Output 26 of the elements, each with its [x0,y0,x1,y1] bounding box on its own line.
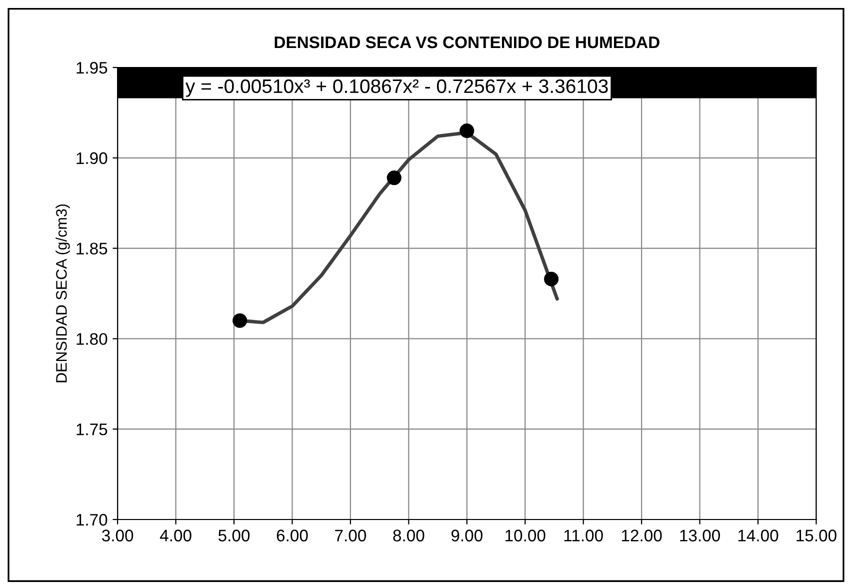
point [232,313,248,328]
point [544,272,559,286]
point [386,170,402,186]
x-tick-label: 8.00 [393,530,424,542]
x-tick-label: 3.00 [102,530,134,542]
y-tick-label: 1.70 [76,514,108,526]
y-axis-title: DENSIDAD SECA (g/cm3) [56,204,70,382]
y-tick-label: 1.75 [76,424,108,436]
point [460,124,474,138]
y-tick-label: 1.90 [76,152,108,164]
y-tick-label: 1.80 [76,333,108,345]
x-tick-label: 6.00 [276,530,308,542]
x-tick-label: 9.00 [451,530,482,542]
chart-title: DENSIDAD SECA VS CONTENIDO DE HUMEDAD [274,36,660,48]
annotation: y = -0.00510x³ + 0.10867x² - 0.72567x + 3.36103 [185,79,608,97]
x-tick-label: 4.00 [160,530,192,542]
y-tick-label: 1.95 [76,62,108,74]
x-tick-label: 5.00 [218,530,250,542]
x-tick-label: 10.00 [506,530,546,542]
x-tick-label: 15.00 [796,530,836,542]
y-tick-label: 1.85 [76,242,108,255]
x-tick-label: 12.00 [622,530,662,542]
x-tick-label: 14.00 [738,530,778,542]
x-tick-label: 11.00 [564,530,603,542]
x-tick-label: 13.00 [680,530,720,542]
x-tick-label: 7.00 [335,530,366,542]
